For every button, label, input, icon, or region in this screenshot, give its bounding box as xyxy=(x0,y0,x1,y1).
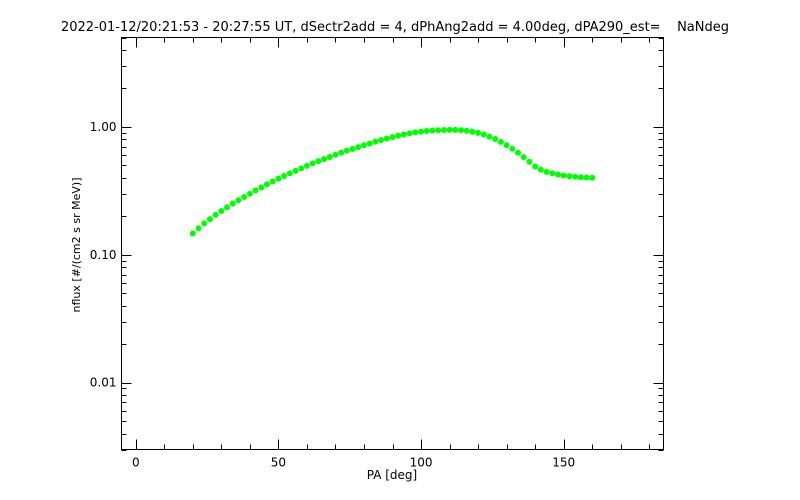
data-point xyxy=(389,134,396,141)
data-point xyxy=(435,127,442,134)
data-point xyxy=(532,163,539,170)
data-point xyxy=(286,170,293,177)
data-point xyxy=(309,160,316,167)
data-point xyxy=(537,166,544,173)
data-point xyxy=(452,126,459,133)
data-point xyxy=(475,129,482,136)
data-point xyxy=(520,154,527,161)
data-point xyxy=(406,130,413,137)
data-point xyxy=(560,172,567,179)
data-point xyxy=(315,158,322,165)
data-point xyxy=(212,211,219,218)
data-point xyxy=(281,172,288,179)
x-tick-label: 150 xyxy=(552,456,575,470)
data-point xyxy=(463,127,470,134)
data-point xyxy=(412,129,419,136)
data-point xyxy=(326,153,333,160)
data-point xyxy=(469,128,476,135)
data-point xyxy=(201,220,208,227)
data-point xyxy=(543,168,550,175)
data-point xyxy=(492,135,499,142)
data-series xyxy=(189,126,596,237)
data-point xyxy=(515,149,522,156)
data-point xyxy=(338,149,345,156)
y-tick-label: 0.01 xyxy=(90,376,117,390)
data-point xyxy=(218,207,225,214)
y-tick-label: 1.00 xyxy=(90,120,117,134)
data-point xyxy=(583,174,590,181)
data-point xyxy=(383,135,390,142)
data-point xyxy=(349,145,356,152)
data-point xyxy=(343,147,350,154)
data-point xyxy=(572,173,579,180)
x-tick-label: 50 xyxy=(271,456,286,470)
data-point xyxy=(206,216,213,223)
data-point xyxy=(269,178,276,185)
data-point xyxy=(298,165,305,172)
data-point xyxy=(423,128,430,135)
data-point xyxy=(566,173,573,180)
data-point xyxy=(418,128,425,135)
data-point xyxy=(355,144,362,151)
plot-frame xyxy=(121,37,664,450)
x-tick-label: 100 xyxy=(410,456,433,470)
data-point xyxy=(509,145,516,152)
data-point xyxy=(252,187,259,194)
data-point xyxy=(457,127,464,134)
data-point xyxy=(372,138,379,145)
data-point xyxy=(395,132,402,139)
data-point xyxy=(303,162,310,169)
x-axis: 0 50 100 150 xyxy=(132,37,650,470)
data-point xyxy=(429,127,436,134)
data-point xyxy=(549,170,556,177)
y-axis-label: nflux [#/(cm2 s sr MeV)] xyxy=(70,178,83,313)
data-point xyxy=(497,138,504,145)
data-point xyxy=(446,126,453,133)
chart-title: 2022-01-12/20:21:53 - 20:27:55 UT, dSect… xyxy=(61,20,729,35)
data-point xyxy=(332,151,339,158)
x-axis-label: PA [deg] xyxy=(367,468,417,482)
data-point xyxy=(246,190,253,197)
data-point xyxy=(577,174,584,181)
data-point xyxy=(224,204,231,211)
y-axis: 0.01 0.10 1.00 xyxy=(90,38,664,451)
data-point xyxy=(400,131,407,138)
data-point xyxy=(486,133,493,140)
data-point xyxy=(235,197,242,204)
y-tick-label: 0.10 xyxy=(90,248,117,262)
data-point xyxy=(321,156,328,163)
data-point xyxy=(554,171,561,178)
data-point xyxy=(292,167,299,174)
data-point xyxy=(589,174,596,181)
data-point xyxy=(360,142,367,149)
data-point xyxy=(378,137,385,144)
data-point xyxy=(195,225,202,232)
data-point xyxy=(189,230,196,237)
data-point xyxy=(258,184,265,191)
data-point xyxy=(229,200,236,207)
data-point xyxy=(275,175,282,182)
x-tick-label: 0 xyxy=(132,456,140,470)
data-point xyxy=(366,140,373,147)
data-point xyxy=(440,126,447,133)
data-point xyxy=(241,193,248,200)
data-point xyxy=(526,158,533,165)
data-point xyxy=(480,131,487,138)
data-point xyxy=(503,142,510,149)
data-point xyxy=(263,181,270,188)
